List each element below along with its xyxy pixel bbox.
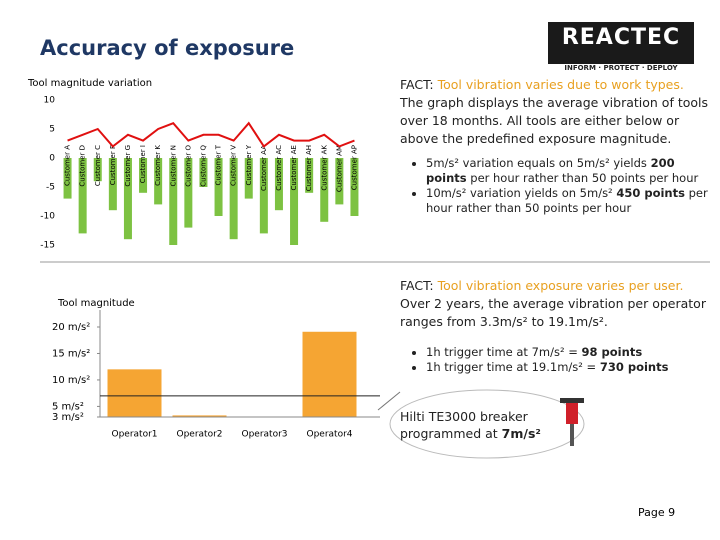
fact-headline: Tool vibration exposure varies per user. [437, 278, 684, 293]
x-tick-label: Customer AK [320, 145, 328, 191]
fact-2: FACT: Tool vibration exposure varies per… [400, 277, 715, 375]
bullet-text: per hour rather than 50 points per hour [426, 186, 708, 215]
x-tick-label: Customer AP [350, 145, 358, 190]
callout-pointer [377, 391, 401, 411]
x-tick-label: Operator2 [176, 430, 222, 440]
y-tick-label: 5 m/s² [52, 401, 84, 412]
callout-emphasis: 7m/s² [501, 426, 541, 441]
y-tick-label: 5 [49, 125, 55, 135]
bar [350, 158, 359, 216]
fact-1: FACT: Tool vibration varies due to work … [400, 76, 715, 216]
slide-title: Accuracy of exposure [40, 36, 295, 60]
bar [244, 158, 253, 199]
y-tick-label: 0 [49, 154, 55, 164]
bullet-text: per hour rather than 50 points per hour [466, 171, 699, 185]
x-tick-label: Customer Q [199, 145, 207, 187]
bar [107, 369, 162, 417]
bullet: 5m/s² variation equals on 5m/s² yields 2… [426, 156, 715, 186]
callout: Hilti TE3000 breaker programmed at 7m/s² [400, 408, 570, 442]
bullet: 1h trigger time at 19.1m/s² = 730 points [426, 360, 715, 375]
x-tick-label: Operator1 [111, 430, 157, 440]
x-tick-label: Customer F [109, 145, 117, 185]
bar [305, 158, 314, 193]
bar [290, 158, 299, 245]
fact-body: The graph displays the average vibration… [400, 95, 709, 146]
fact-headline: Tool vibration varies due to work types. [437, 77, 684, 92]
x-tick-label: Customer AH [305, 145, 313, 191]
bar [274, 158, 283, 211]
bullet-text: 730 points [599, 360, 669, 374]
y-tick-label: -15 [40, 241, 55, 251]
bullet-text: 10m/s² variation yields on 5m/s² [426, 186, 617, 200]
callout-bubble [389, 389, 585, 459]
x-tick-label: Customer N [169, 145, 177, 186]
bullet-text: 5m/s² variation equals on 5m/s² yields [426, 156, 651, 170]
tool-icon [560, 398, 584, 446]
bar [199, 158, 208, 187]
bar [93, 158, 102, 182]
bar [335, 158, 344, 205]
bullet-text: 450 points [616, 186, 685, 200]
x-tick-label: Customer O [184, 145, 192, 187]
x-tick-label: Customer V [230, 145, 238, 186]
bar [169, 158, 178, 245]
bullet: 1h trigger time at 7m/s² = 98 points [426, 345, 715, 360]
x-tick-label: Customer AA [260, 145, 268, 191]
bullet-text: 1h trigger time at 7m/s² = [426, 345, 582, 359]
bar [320, 158, 329, 222]
y-tick-label: 3 m/s² [52, 412, 84, 423]
bar [123, 158, 132, 240]
x-tick-label: Customer C [94, 145, 102, 186]
y-tick-label: 10 m/s² [52, 375, 90, 386]
bar [229, 158, 238, 240]
line [67, 121, 355, 148]
x-tick-label: Customer K [154, 145, 162, 186]
x-tick-label: Customer G [124, 145, 132, 187]
chart-title: Tool magnitude [57, 298, 135, 309]
tagline: INFORM · PROTECT · DEPLOY [564, 64, 678, 72]
page-number: Page 9 [638, 506, 676, 519]
bar [108, 158, 117, 211]
bar [78, 158, 87, 234]
callout-text: Hilti TE3000 breaker programmed at [400, 409, 528, 441]
y-tick-label: 15 m/s² [52, 348, 90, 359]
y-tick-label: 20 m/s² [52, 322, 90, 333]
logo: REACTEC [561, 25, 681, 50]
x-tick-label: Customer AC [275, 145, 283, 191]
logo-box: REACTEC [548, 22, 694, 64]
x-tick-label: Customer I [139, 145, 147, 183]
bar [139, 158, 148, 193]
fact-bullets: 1h trigger time at 7m/s² = 98 points1h t… [400, 345, 715, 375]
bar [302, 331, 357, 417]
x-tick-label: Operator4 [306, 430, 352, 440]
y-tick-label: -5 [46, 183, 55, 193]
x-tick-label: Customer AE [290, 145, 298, 190]
y-tick-label: -10 [40, 212, 55, 222]
x-tick-label: Customer D [79, 145, 87, 187]
bar [172, 415, 227, 417]
fact-label: FACT: [400, 278, 434, 293]
x-tick-label: Operator3 [241, 430, 287, 440]
fact-label: FACT: [400, 77, 434, 92]
x-tick-label: Customer T [215, 144, 223, 185]
fact-body: Over 2 years, the average vibration per … [400, 296, 706, 329]
bar [63, 158, 72, 199]
bullet-text: 98 points [581, 345, 643, 359]
bullet-text: 1h trigger time at 19.1m/s² = [426, 360, 600, 374]
bar [214, 158, 223, 216]
x-tick-label: Customer A [64, 145, 72, 186]
bar [259, 158, 268, 234]
y-tick-label: 10 [44, 96, 56, 106]
bar [184, 158, 193, 228]
bullet: 10m/s² variation yields on 5m/s² 450 poi… [426, 186, 715, 216]
bullet-text: 200 points [426, 156, 675, 185]
x-tick-label: Customer Y [245, 144, 253, 185]
fact-bullets: 5m/s² variation equals on 5m/s² yields 2… [400, 156, 715, 216]
chart-title: Tool magnitude variation [27, 78, 152, 89]
x-tick-label: Customer AM [335, 145, 343, 192]
bar [154, 158, 163, 205]
